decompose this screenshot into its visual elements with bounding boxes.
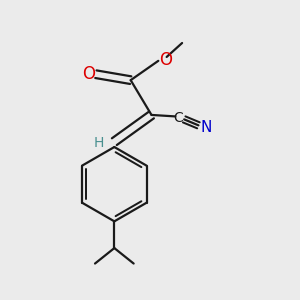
Text: H: H [94, 136, 104, 150]
Text: N: N [200, 120, 212, 135]
Text: O: O [159, 51, 172, 69]
Text: O: O [82, 65, 95, 83]
Text: C: C [173, 111, 183, 125]
